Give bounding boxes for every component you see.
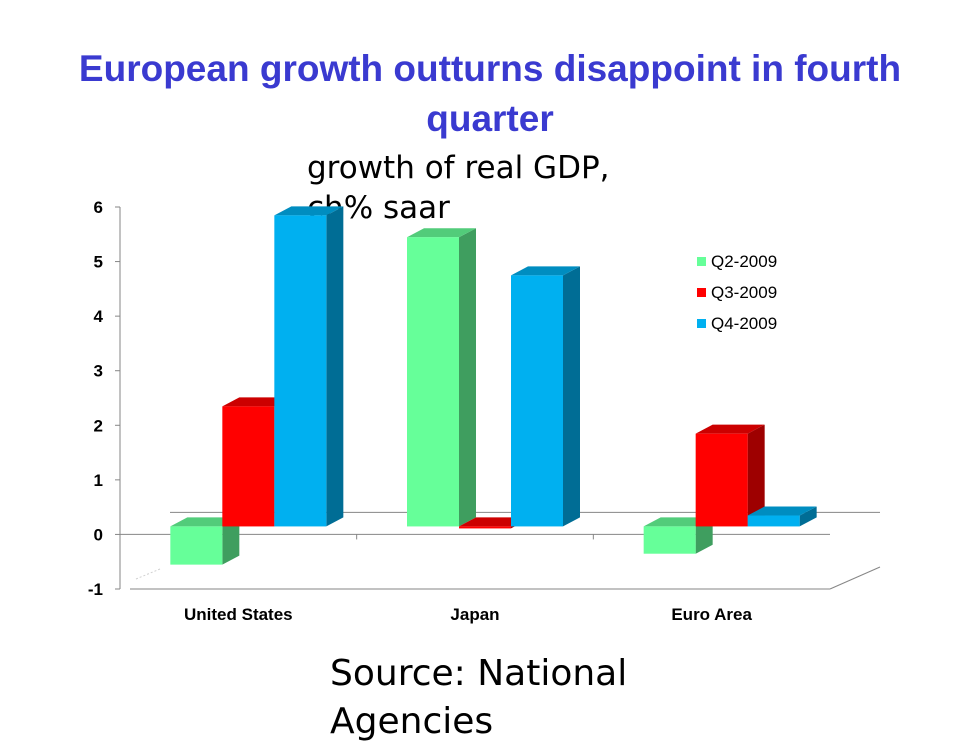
legend-swatch bbox=[697, 257, 706, 266]
y-tick-label: 2 bbox=[94, 416, 103, 435]
legend-label: Q2-2009 bbox=[711, 252, 777, 271]
legend-label: Q3-2009 bbox=[711, 283, 777, 302]
bar-front bbox=[222, 406, 275, 527]
bar-front bbox=[274, 215, 327, 527]
legend-swatch bbox=[697, 319, 706, 328]
bar-side bbox=[799, 506, 817, 527]
category-label: United States bbox=[184, 605, 293, 624]
y-tick-label: 4 bbox=[94, 307, 104, 326]
chart-bars bbox=[170, 206, 817, 565]
bar-front bbox=[511, 275, 563, 527]
chart-source: Source: National Agencies bbox=[330, 653, 628, 742]
y-tick-label: 0 bbox=[94, 525, 103, 544]
bar-front bbox=[695, 433, 748, 527]
floor-right-edge bbox=[829, 566, 881, 590]
bar-Q2-2009-japan bbox=[407, 228, 476, 527]
bar-top bbox=[407, 228, 476, 238]
bar-top bbox=[222, 397, 292, 407]
y-tick-label: 3 bbox=[94, 362, 103, 381]
bar-side bbox=[747, 424, 765, 527]
bar-Q3-2009-euro-area bbox=[695, 424, 765, 527]
bar-chart: 6 5 4 3 2 1 0 -1 United States Japan Euro Area Q2-… bbox=[88, 198, 881, 624]
bar-side bbox=[695, 517, 713, 554]
category-label: Japan bbox=[450, 605, 499, 624]
bar-top bbox=[274, 206, 344, 216]
bar-top bbox=[747, 506, 817, 516]
y-tick-label: -1 bbox=[88, 580, 103, 599]
bar-side bbox=[563, 266, 580, 527]
y-tick-label: 5 bbox=[94, 253, 103, 272]
floor-left-edge bbox=[135, 568, 161, 580]
bar-Q2-2009-united-states bbox=[170, 517, 240, 565]
bar-front bbox=[170, 526, 223, 565]
bar-Q4-2009-euro-area bbox=[747, 506, 817, 527]
bar-top bbox=[643, 517, 713, 527]
bar-side bbox=[326, 206, 344, 527]
bar-front bbox=[747, 515, 800, 527]
chart-legend: Q2-2009 Q3-2009 Q4-2009 bbox=[697, 252, 777, 333]
bar-Q2-2009-euro-area bbox=[643, 517, 713, 554]
bar-Q4-2009-japan bbox=[511, 266, 580, 527]
bar-Q4-2009-united-states bbox=[274, 206, 344, 527]
chart-title: European growth outturns disappoint in f… bbox=[78, 48, 902, 139]
bar-top bbox=[459, 517, 528, 527]
bar-front bbox=[459, 526, 511, 529]
bar-top bbox=[695, 424, 765, 434]
bar-front bbox=[407, 237, 459, 527]
legend-label: Q4-2009 bbox=[711, 314, 777, 333]
bar-top bbox=[170, 517, 240, 527]
bar-side bbox=[222, 517, 240, 565]
bar-front bbox=[643, 526, 696, 554]
category-label: Euro Area bbox=[671, 605, 752, 624]
bar-top bbox=[511, 266, 580, 276]
bar-side bbox=[459, 228, 476, 527]
y-tick-label: 1 bbox=[94, 471, 103, 490]
y-tick-label: 6 bbox=[94, 198, 103, 217]
legend-swatch bbox=[697, 288, 706, 297]
